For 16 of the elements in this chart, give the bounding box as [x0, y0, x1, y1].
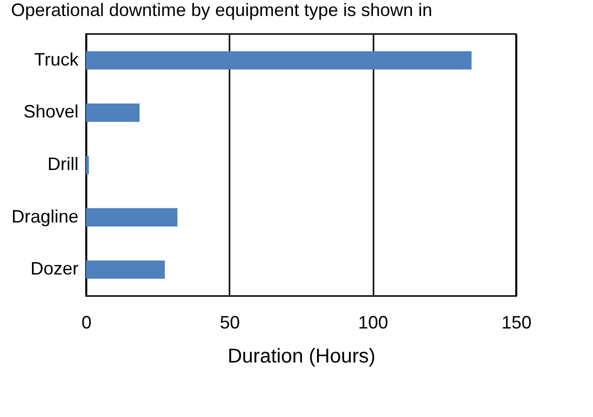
y-tick-label: Truck — [34, 49, 80, 70]
bar — [86, 260, 165, 279]
chart-title: Operational downtime by equipment type is shown in — [10, 0, 432, 20]
x-tick-label: 0 — [81, 312, 92, 332]
y-tick-label: Drill — [48, 154, 78, 174]
bar — [86, 104, 140, 122]
y-tick-label: Dozer — [30, 258, 79, 279]
x-axis-title: Duration (Hours) — [228, 346, 376, 368]
x-tick-label: 100 — [358, 312, 388, 332]
x-tick-label: 50 — [220, 312, 240, 332]
x-tick-label: 150 — [501, 312, 532, 332]
bar — [86, 208, 178, 226]
bar — [86, 156, 89, 174]
bar — [86, 51, 472, 70]
y-tick-label: Shovel — [23, 102, 78, 122]
y-tick-label: Dragline — [11, 206, 78, 226]
